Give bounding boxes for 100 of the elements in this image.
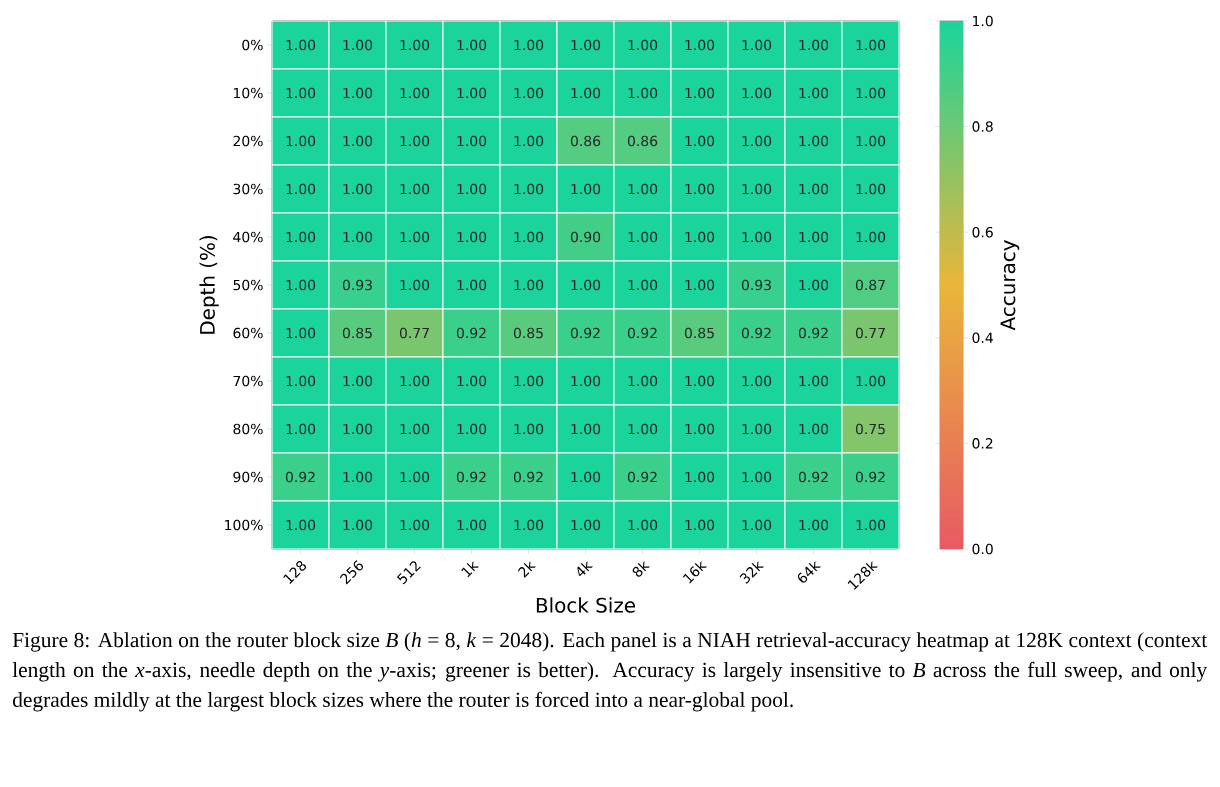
data-label: 1.00: [628, 279, 658, 291]
data-label: 1.00: [514, 135, 544, 147]
color-bar-label: 0.2: [972, 438, 993, 449]
x-tick-label: 16k: [682, 561, 707, 584]
data-label: 0.92: [741, 327, 771, 339]
x-tick-label: 8k: [632, 561, 650, 577]
data-label: 0.92: [798, 471, 828, 483]
data-label: 1.00: [799, 519, 829, 531]
data-label: 1.00: [457, 375, 487, 387]
data-label: 1.00: [343, 183, 373, 195]
data-label: 1.00: [685, 135, 715, 147]
x-tick-label: 4k: [577, 561, 593, 577]
data-label: 1.00: [457, 231, 487, 243]
data-label: 1.00: [799, 279, 829, 291]
y-tick-label: 100%: [225, 519, 263, 531]
data-label: 0.92: [627, 471, 657, 483]
data-label: 1.00: [514, 519, 544, 531]
data-label: 1.00: [856, 375, 886, 387]
data-label: 1.00: [400, 279, 430, 291]
data-label: 1.00: [742, 135, 772, 147]
data-label: 1.00: [685, 471, 715, 483]
data-label: 1.00: [571, 519, 601, 531]
x-axis-title: Block Size: [536, 597, 636, 613]
data-label: 0.77: [399, 327, 429, 339]
data-label: 1.00: [400, 135, 430, 147]
data-label: 0.92: [285, 471, 315, 483]
data-label: 1.00: [343, 423, 373, 435]
data-label: 1.00: [685, 279, 715, 291]
data-label: 1.00: [571, 471, 601, 483]
x-tick-label: 32k: [739, 561, 764, 584]
data-label: 0.85: [513, 327, 543, 339]
data-label: 1.00: [286, 183, 316, 195]
text: Figure 8: Ablation on the router block size B (h = 8, k = 2048). Each panel is a NIAH retrieval-accuracy heatmap at 128K context (context length on the x-axis, needle depth on the y-axis; greener is better). Accuracy is largely insensitive to B across the full sweep, and only degrades mildly at the largest block sizes where the router is forced into a near-global pool.: [12, 632, 1208, 712]
data-label: 1.00: [457, 519, 487, 531]
data-label: 1.00: [514, 279, 544, 291]
data-label: 0.86: [570, 135, 601, 147]
data-label: 1.00: [571, 279, 601, 291]
data-label: 1.00: [856, 183, 886, 195]
data-label: 1.00: [571, 87, 601, 99]
data-label: 1.00: [400, 519, 430, 531]
y-tick-label: 50%: [233, 279, 263, 291]
data-label: 1.00: [343, 39, 373, 51]
data-label: 1.00: [343, 519, 373, 531]
y-tick-label: 10%: [234, 87, 263, 99]
data-label: 0.86: [627, 135, 658, 147]
data-label: 1.00: [742, 183, 772, 195]
data-label: 1.00: [343, 231, 373, 243]
data-label: 1.00: [628, 423, 658, 435]
data-label: 1.00: [628, 519, 658, 531]
data-label: 1.00: [400, 87, 430, 99]
data-label: 1.00: [799, 231, 829, 243]
data-label: 1.00: [685, 519, 715, 531]
data-label: 1.00: [286, 519, 316, 531]
data-label: 1.00: [628, 375, 658, 387]
data-label: 1.00: [514, 87, 544, 99]
data-label: 0.75: [855, 423, 885, 435]
data-label: 1.00: [799, 87, 829, 99]
data-label: 1.00: [856, 39, 886, 51]
data-label: 0.92: [456, 471, 486, 483]
data-label: 0.92: [570, 327, 600, 339]
x-tick-label: 512: [396, 561, 421, 585]
y-tick-label: 30%: [233, 183, 263, 195]
data-label: 1.00: [286, 135, 316, 147]
data-label: 1.00: [457, 87, 487, 99]
data-label: 1.00: [514, 231, 544, 243]
color-bar-label: 0.8: [972, 121, 993, 132]
data-label: 1.00: [685, 39, 715, 51]
data-label: 1.00: [856, 231, 886, 243]
color-bar-label: 0.0: [972, 543, 993, 555]
color-bar-label: 0.4: [972, 332, 993, 344]
data-label: 0.85: [342, 327, 372, 339]
data-label: 1.00: [286, 375, 316, 387]
data-label: 0.85: [684, 327, 714, 339]
data-label: 1.00: [343, 135, 373, 147]
data-label: 1.00: [799, 423, 829, 435]
data-label: 1.00: [799, 183, 829, 195]
data-label: 1.00: [400, 471, 430, 483]
data-label: 1.00: [343, 471, 373, 483]
data-label: 1.00: [286, 231, 316, 243]
data-label: 1.00: [286, 87, 316, 99]
data-label: 1.00: [514, 39, 544, 51]
data-label: 0.87: [855, 279, 885, 291]
data-label: 1.00: [628, 39, 658, 51]
data-label: 1.00: [799, 375, 829, 387]
data-label: 1.00: [628, 87, 658, 99]
data-label: 0.92: [456, 327, 486, 339]
color-bar-title: Accuracy: [1000, 240, 1020, 331]
data-label: 1.00: [286, 279, 316, 291]
data-label: 1.00: [457, 279, 487, 291]
data-label: 1.00: [400, 183, 430, 195]
data-label: 1.00: [856, 135, 886, 147]
y-tick-label: 20%: [233, 135, 263, 147]
data-label: 1.00: [685, 87, 715, 99]
y-tick-label: 60%: [233, 327, 263, 339]
data-label: 0.92: [627, 327, 657, 339]
data-label: 0.93: [342, 279, 372, 291]
data-label: 0.93: [741, 279, 771, 291]
data-label: 1.00: [514, 183, 544, 195]
data-label: 1.00: [457, 183, 487, 195]
data-label: 1.00: [856, 87, 886, 99]
